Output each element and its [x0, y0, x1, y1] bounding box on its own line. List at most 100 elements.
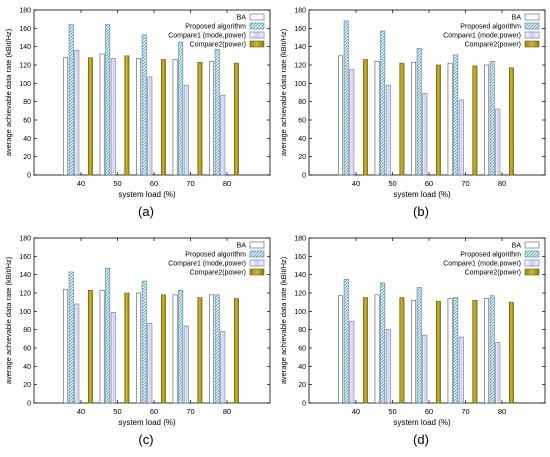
x-tick-label: 40	[352, 179, 360, 188]
panel-label: (d)	[413, 432, 429, 447]
bar-compare2-power--70	[197, 297, 203, 404]
panel-label: (c)	[138, 432, 153, 447]
bar-ba-40	[63, 57, 69, 176]
y-tick-label: 100	[19, 309, 31, 316]
bar-compare1-mode-power--70	[183, 84, 189, 176]
legend-label: Proposed algorithm	[185, 252, 246, 259]
x-tick-label: 80	[223, 179, 231, 188]
bar-ba-40	[338, 295, 344, 404]
legend-swatch	[524, 268, 540, 276]
legend-label: Proposed algorithm	[460, 24, 521, 31]
x-tick-label: 60	[150, 407, 158, 416]
y-tick-label: 160	[19, 254, 31, 261]
bar-ba-60	[136, 58, 142, 176]
x-tick-label: 40	[352, 407, 360, 416]
bar-ba-80	[484, 64, 490, 176]
bar-proposed-algorithm-40	[68, 271, 74, 404]
x-tick-label: 70	[186, 179, 194, 188]
legend-label: Compare2(power)	[465, 42, 521, 49]
y-tick-label: 20	[23, 154, 31, 161]
legend-swatch	[524, 40, 540, 48]
y-tick-label: 180	[19, 236, 31, 243]
legend-swatch	[249, 241, 265, 249]
bar-ba-50	[374, 294, 380, 404]
bar-compare1-mode-power--40	[74, 50, 80, 176]
bar-proposed-algorithm-80	[214, 294, 220, 404]
bar-ba-70	[447, 298, 453, 404]
legend-label: BA	[512, 243, 522, 250]
bar-ba-60	[411, 300, 417, 404]
bar-proposed-algorithm-40	[343, 278, 349, 404]
y-axis-label: average achievable data rate (kBit/Hz)	[4, 28, 13, 156]
x-axis-label: system load (%)	[118, 190, 176, 199]
chart-panel-2: 0 20 40 60 80 100 120 140 160 180 average achievab…	[279, 8, 546, 219]
bar-proposed-algorithm-70	[178, 41, 184, 176]
bar-compare1-mode-power--60	[147, 76, 153, 176]
y-tick-label: 40	[298, 364, 306, 371]
x-tick-label: 80	[498, 407, 506, 416]
y-tick-label: 20	[298, 382, 306, 389]
x-tick-label: 80	[223, 407, 231, 416]
bar-compare2-power--80	[233, 298, 239, 404]
bar-compare1-mode-power--80	[495, 108, 501, 176]
bar-proposed-algorithm-70	[453, 54, 459, 176]
x-tick-label: 60	[150, 179, 158, 188]
chart-panel-1: 0 20 40 60 80 100 120 140 160 180 average achievab…	[4, 8, 271, 219]
y-tick-label: 160	[294, 254, 306, 261]
bar-ba-50	[99, 289, 105, 404]
bar-proposed-algorithm-50	[105, 24, 111, 176]
y-tick-label: 180	[294, 8, 306, 15]
legend-label: BA	[237, 243, 247, 250]
legend-label: Proposed algorithm	[460, 252, 521, 259]
x-tick-label: 80	[498, 179, 506, 188]
bar-compare1-mode-power--40	[349, 69, 355, 176]
bar-ba-40	[338, 55, 344, 176]
x-tick-label: 70	[186, 407, 194, 416]
bar-compare2-power--50	[399, 297, 405, 404]
x-tick-label: 70	[461, 407, 469, 416]
bar-ba-80	[209, 294, 215, 404]
bar-proposed-algorithm-50	[380, 282, 386, 404]
y-tick-label: 80	[23, 99, 31, 106]
legend-label: Compare1 (mode,power)	[443, 33, 521, 40]
bar-proposed-algorithm-80	[214, 49, 220, 176]
bar-ba-60	[411, 61, 417, 176]
x-tick-label: 50	[113, 179, 121, 188]
y-tick-label: 40	[298, 136, 306, 143]
legend-swatch	[524, 241, 540, 249]
legend-swatch	[249, 13, 265, 21]
bar-compare2-power--60	[435, 300, 441, 404]
legend-label: Compare2(power)	[190, 42, 246, 49]
bar-compare2-power--60	[435, 64, 441, 176]
y-tick-label: 180	[19, 8, 31, 15]
y-tick-label: 40	[23, 364, 31, 371]
x-tick-label: 50	[388, 407, 396, 416]
bar-compare2-power--50	[124, 55, 130, 176]
legend-swatch	[249, 268, 265, 276]
legend-swatch	[524, 259, 540, 267]
legend-swatch	[249, 31, 265, 39]
legend-swatch	[249, 250, 265, 258]
bar-compare2-power--50	[124, 292, 130, 404]
bar-compare2-power--70	[197, 61, 203, 176]
bar-compare2-power--80	[508, 67, 514, 176]
y-tick-label: 120	[19, 63, 31, 70]
bar-ba-40	[63, 289, 69, 404]
bar-compare1-mode-power--60	[422, 334, 428, 404]
bar-proposed-algorithm-40	[343, 20, 349, 176]
bar-proposed-algorithm-60	[416, 287, 422, 404]
x-axis-label: system load (%)	[118, 418, 176, 427]
bar-compare2-power--40	[87, 57, 93, 176]
bar-compare1-mode-power--60	[147, 322, 153, 404]
bar-proposed-algorithm-80	[489, 295, 495, 404]
bar-proposed-algorithm-50	[105, 267, 111, 404]
bar-compare1-mode-power--80	[495, 342, 501, 404]
bar-compare1-mode-power--50	[385, 84, 391, 176]
y-tick-label: 80	[298, 99, 306, 106]
y-axis-label: average achievable data rate (kBit/Hz)	[4, 256, 13, 384]
bar-compare2-power--40	[87, 289, 93, 404]
panel-label: (b)	[413, 204, 429, 219]
bar-ba-70	[172, 59, 178, 176]
bar-compare2-power--80	[233, 62, 239, 176]
y-tick-label: 80	[298, 327, 306, 334]
